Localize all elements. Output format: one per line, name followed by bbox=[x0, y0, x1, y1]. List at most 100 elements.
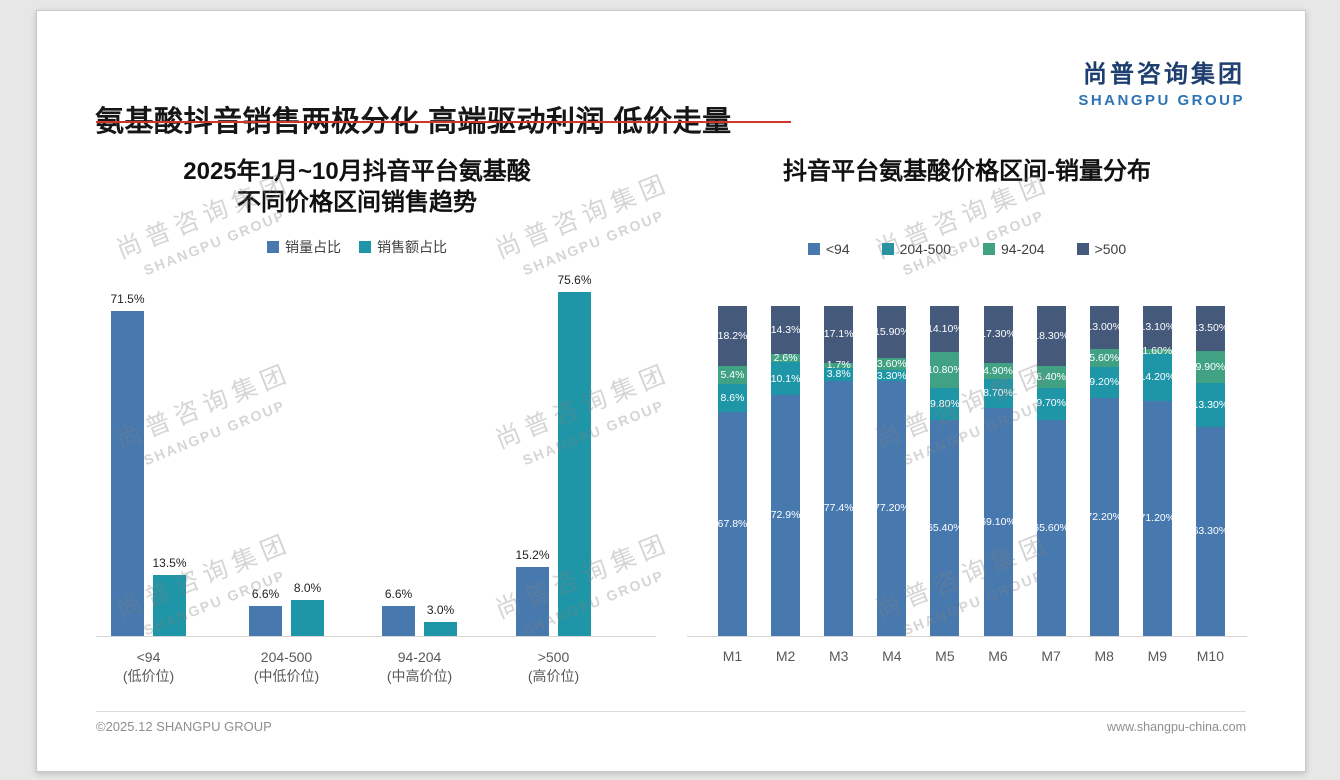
right-chart-axis-line bbox=[687, 636, 1247, 637]
segment-label: 65.40% bbox=[927, 521, 963, 534]
stacked-bar: 72.9% 10.1% 2.6% 14.3% bbox=[771, 306, 800, 636]
segment-label: 67.8% bbox=[717, 517, 748, 530]
segment-label: 17.30% bbox=[980, 328, 1016, 341]
segment-label: 69.10% bbox=[980, 515, 1016, 528]
segment-label: 17.1% bbox=[823, 328, 854, 341]
left-chart-categories: <94 (低价位) 204-500 (中低价位) 94-204 (中高价位) >500 (高价… bbox=[57, 648, 657, 692]
segment-label: 13.10% bbox=[1139, 320, 1176, 333]
segment-label: 72.9% bbox=[770, 509, 801, 522]
company-logo: 尚普咨询集团 SHANGPU GROUP bbox=[1078, 61, 1245, 109]
bar bbox=[249, 606, 282, 636]
bar-segment: 71.20% bbox=[1139, 401, 1175, 636]
legend-item: 204-500 bbox=[881, 241, 951, 257]
bar bbox=[153, 574, 186, 636]
bar-value-label: 15.2% bbox=[515, 547, 550, 562]
stacked-bar: 71.20% 14.20% 1.60% 13.10% bbox=[1139, 305, 1175, 636]
bar-segment: 17.30% bbox=[980, 306, 1016, 364]
bar-segment: 72.9% bbox=[771, 395, 800, 636]
stacked-bar: 69.10% 8.70% 4.90% 17.30% bbox=[980, 306, 1016, 636]
right-chart-months: M1 M2 M3 M4 M5 M6 M7 M8 M9 M10 bbox=[657, 648, 1277, 670]
bar-segment: 10.1% bbox=[770, 362, 801, 396]
category-label: >500 bbox=[537, 649, 570, 665]
x-axis-label: M6 bbox=[988, 648, 1008, 664]
bar-segment: 65.60% bbox=[1033, 419, 1069, 636]
bar-value-label: 8.0% bbox=[293, 580, 322, 595]
legend-label: <94 bbox=[825, 241, 850, 257]
right-chart-plot: 67.8% 8.6% 5.4% 18.2% 72.9% 10.1% 2.6% 14.3% 77.… bbox=[657, 296, 1277, 636]
segment-label: 15.90% bbox=[873, 325, 910, 338]
x-axis-category: <94 (低价位) bbox=[89, 648, 209, 686]
bar-value-label: 71.5% bbox=[110, 291, 145, 306]
bar-segment: 13.50% bbox=[1193, 306, 1228, 351]
bar-segment: 14.10% bbox=[927, 305, 963, 353]
legend-label: 94-204 bbox=[1001, 241, 1045, 257]
bar-segment: 8.6% bbox=[718, 383, 747, 413]
segment-label: 77.4% bbox=[823, 502, 854, 515]
bar-segment: 9.70% bbox=[1036, 387, 1066, 420]
bar bbox=[111, 310, 144, 636]
segment-label: 1.60% bbox=[1142, 345, 1173, 358]
legend-swatch bbox=[1076, 243, 1089, 255]
legend-swatch bbox=[881, 243, 894, 255]
bar-segment: 77.20% bbox=[874, 381, 910, 636]
legend-swatch bbox=[359, 241, 371, 253]
bar-segment: 15.90% bbox=[874, 305, 910, 359]
left-chart: 2025年1月~10月抖音平台氨基酸 不同价格区间销售趋势 销量占比 销售额占比 … bbox=[57, 151, 657, 731]
bar-segment: 9.80% bbox=[930, 387, 960, 421]
segment-label: 65.60% bbox=[1033, 521, 1069, 534]
stacked-bar: 67.8% 8.6% 5.4% 18.2% bbox=[718, 306, 747, 636]
bar-segment: 2.6% bbox=[771, 353, 801, 363]
bar-segment: 13.30% bbox=[1193, 383, 1228, 428]
segment-label: 5.4% bbox=[720, 368, 745, 381]
segment-label: 9.70% bbox=[1036, 397, 1066, 410]
segment-label: 6.40% bbox=[1036, 370, 1066, 383]
left-chart-title-line1: 2025年1月~10月抖音平台氨基酸 bbox=[183, 158, 531, 185]
stacked-bar: 77.20% 3.30% 3.60% 15.90% bbox=[874, 305, 910, 636]
legend-swatch bbox=[267, 241, 279, 253]
bar-segment: 9.90% bbox=[1196, 350, 1225, 384]
bar-value-label: 3.0% bbox=[426, 603, 455, 618]
page-title: 氨基酸抖音销售两极分化 高端驱动利润 低价走量 bbox=[95, 106, 732, 139]
right-chart-legend: <94 204-500 94-204 >500 bbox=[657, 241, 1277, 257]
bar-value-label: 6.6% bbox=[251, 587, 280, 601]
bar-segment: 1.7% bbox=[824, 360, 854, 370]
legend-item: >500 bbox=[1076, 241, 1127, 257]
right-chart-title: 抖音平台氨基酸价格区间-销量分布 bbox=[783, 158, 1151, 185]
segment-label: 3.30% bbox=[876, 369, 907, 382]
bar-segment: 13.10% bbox=[1139, 305, 1175, 349]
x-axis-label: M8 bbox=[1094, 648, 1114, 664]
logo-text-en: SHANGPU GROUP bbox=[1078, 91, 1245, 109]
legend-swatch bbox=[983, 243, 995, 255]
bar-value-label: 75.6% bbox=[557, 273, 592, 287]
x-axis-category: 204-500 (中低价位) bbox=[227, 648, 347, 686]
category-label: 94-204 bbox=[397, 649, 442, 665]
stacked-bar: 65.60% 9.70% 6.40% 18.30% bbox=[1033, 306, 1069, 636]
segment-label: 18.30% bbox=[1033, 329, 1069, 342]
category-sublabel: (高价位) bbox=[527, 667, 580, 684]
segment-label: 8.70% bbox=[983, 387, 1013, 400]
stacked-bar: 77.4% 3.8% 1.7% 17.1% bbox=[823, 306, 854, 636]
segment-label: 10.1% bbox=[770, 372, 801, 385]
segment-label: 3.8% bbox=[826, 368, 851, 381]
x-axis-label: M7 bbox=[1041, 648, 1061, 664]
x-axis-label: M4 bbox=[882, 648, 902, 664]
legend-label: >500 bbox=[1094, 241, 1127, 257]
bar bbox=[516, 566, 549, 636]
x-axis-label: M9 bbox=[1147, 648, 1168, 664]
bar-segment: 72.20% bbox=[1086, 397, 1122, 636]
stacked-bar: 72.20% 9.20% 5.60% 13.00% bbox=[1086, 305, 1122, 636]
bar-value-label: 13.5% bbox=[152, 555, 187, 570]
footer-divider bbox=[96, 711, 1246, 712]
segment-label: 13.50% bbox=[1192, 322, 1229, 335]
category-sublabel: (低价位) bbox=[122, 667, 175, 684]
x-axis-label: M1 bbox=[722, 648, 743, 664]
bar-segment: 3.60% bbox=[877, 358, 907, 371]
category-sublabel: (中低价位) bbox=[253, 667, 320, 684]
legend-item: 销售额占比 bbox=[359, 237, 447, 257]
bar-segment: 67.8% bbox=[718, 412, 747, 636]
legend-item: 销量占比 bbox=[267, 237, 341, 257]
slide: 氨基酸抖音销售两极分化 高端驱动利润 低价走量 尚普咨询集团 SHANGPU G… bbox=[36, 10, 1306, 772]
legend-swatch bbox=[807, 243, 820, 255]
bar-segment: 69.10% bbox=[980, 408, 1016, 636]
segment-label: 14.20% bbox=[1139, 371, 1176, 384]
